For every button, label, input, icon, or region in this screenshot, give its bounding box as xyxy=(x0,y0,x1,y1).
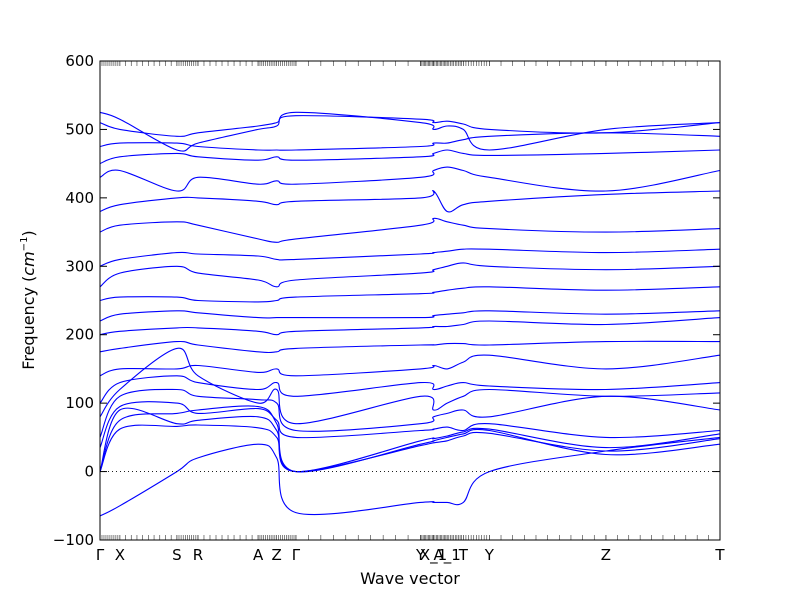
band-line-2 xyxy=(99,407,721,473)
y-tick-label: 300 xyxy=(65,257,94,275)
x-axis-group: Γ X S R A Z Γ YX_1A_1T Y Z T xyxy=(96,546,726,565)
y-tick-label: 600 xyxy=(65,52,94,70)
x-symmetry-label-0: Γ xyxy=(96,546,105,564)
x-symmetry-label-3: R xyxy=(193,546,203,564)
band-line-12 xyxy=(99,262,721,288)
y-tick-label: 100 xyxy=(65,394,94,412)
band-line-11 xyxy=(99,286,721,303)
x-symmetry-label-6: Γ xyxy=(292,546,301,564)
band-line-9 xyxy=(99,317,721,336)
x-symmetry-label-7: Y xyxy=(415,546,426,564)
band-line-6 xyxy=(99,375,721,404)
x-symmetry-label-1: X xyxy=(115,546,125,564)
band-line-14 xyxy=(99,217,721,243)
y-axis-label-close: ) xyxy=(19,230,38,236)
x-symmetry-label-10: T xyxy=(458,546,469,564)
y-axis-label-main: Frequency ( xyxy=(19,276,38,370)
y-axis-label-unit: cm xyxy=(19,251,38,275)
band-line-7 xyxy=(99,354,721,377)
x-symmetry-label-13: T xyxy=(714,546,725,564)
x-symmetry-label-8: X_1 xyxy=(420,546,447,565)
band-line-3 xyxy=(99,401,721,448)
y-tick-label: 500 xyxy=(65,120,94,138)
y-axis-group: −100 0 100 200 300 400 500 600 xyxy=(53,52,720,549)
y-tick-label: 400 xyxy=(65,189,94,207)
y-tick-label: −100 xyxy=(53,531,94,549)
bands-group xyxy=(99,111,721,517)
band-line-5 xyxy=(99,347,721,425)
x-symmetry-label-9: A_1 xyxy=(434,546,461,565)
x-symmetry-label-2: S xyxy=(172,546,182,564)
band-line-10 xyxy=(99,310,721,322)
band-line-20 xyxy=(99,111,721,152)
band-line-18 xyxy=(99,132,721,151)
y-tick-label: 200 xyxy=(65,326,94,344)
band-line-21 xyxy=(99,436,721,517)
band-line-15 xyxy=(99,190,721,213)
band-line-4 xyxy=(99,388,721,438)
band-line-16 xyxy=(99,166,721,192)
y-axis-label-exp: −1 xyxy=(19,237,30,252)
x-symmetry-label-5: Z xyxy=(272,546,282,564)
y-axis-label: Frequency (cm−1) xyxy=(19,230,38,369)
x-symmetry-label-11: Y xyxy=(484,546,495,564)
plot-frame xyxy=(99,60,721,541)
band-line-8 xyxy=(99,340,721,354)
band-line-13 xyxy=(99,248,721,267)
band-line-19 xyxy=(99,115,721,137)
band-line-0 xyxy=(99,424,721,473)
y-tick-label: 0 xyxy=(84,463,94,481)
band-line-17 xyxy=(99,149,721,165)
band-line-1 xyxy=(99,405,721,473)
x-symmetry-label-12: Z xyxy=(601,546,611,564)
x-symmetry-label-4: A xyxy=(253,546,264,564)
x-axis-label: Wave vector xyxy=(360,569,460,588)
